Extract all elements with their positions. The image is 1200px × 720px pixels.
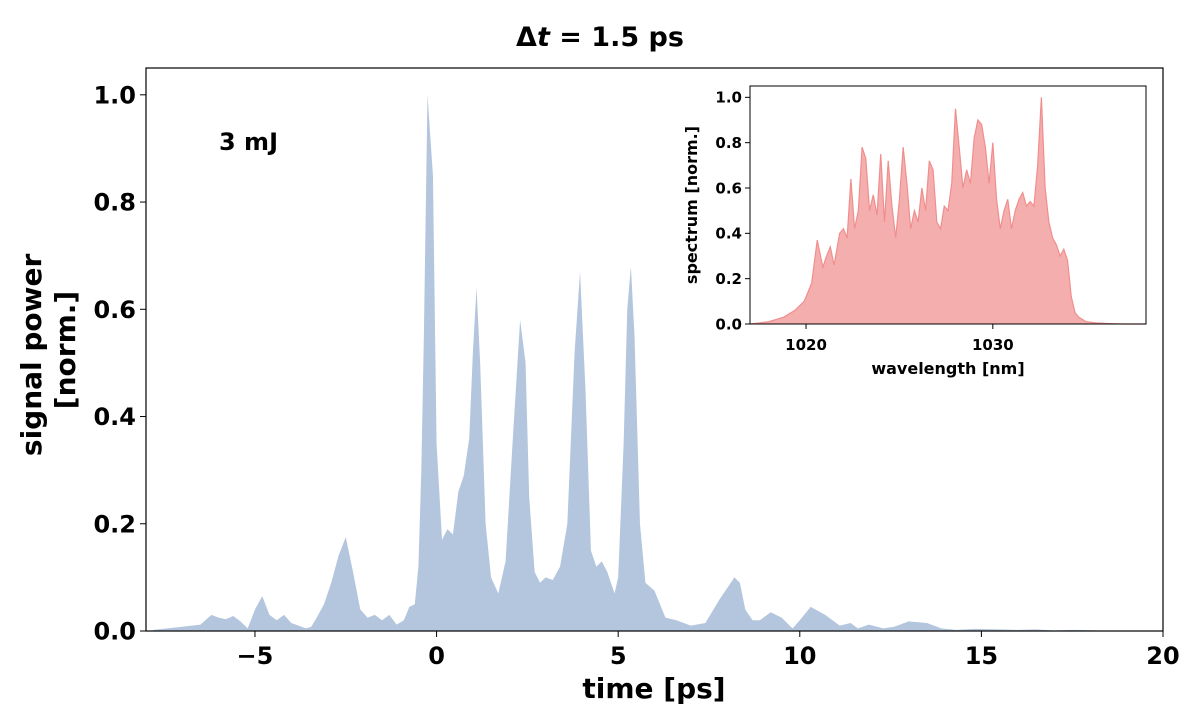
inset-line xyxy=(749,97,1146,325)
main-area xyxy=(153,94,1102,631)
main-xtick-label: 20 xyxy=(1146,642,1179,670)
main-xtick-label: 5 xyxy=(610,642,627,670)
main-xtick-label: 15 xyxy=(965,642,998,670)
inset-x-axis-label: wavelength [nm] xyxy=(871,359,1024,378)
main-xtick-label: 10 xyxy=(783,642,816,670)
main-plot-frame xyxy=(145,67,1164,632)
chart-title-prefix: Δ xyxy=(516,22,537,53)
main-xtick-label: 0 xyxy=(428,642,445,670)
main-ytick-label: 0.4 xyxy=(93,403,136,431)
inset-ytick-label: 0.0 xyxy=(715,315,742,333)
inset-ytick-label: 0.2 xyxy=(715,270,742,288)
inset-xtick-label: 1020 xyxy=(785,336,827,354)
inset-xtick-label: 1030 xyxy=(972,336,1014,354)
inset-plot-frame xyxy=(749,85,1147,325)
inset-ytick-label: 1.0 xyxy=(715,89,742,107)
main-plot: −5 0 5 10 15 20 0.0 0.2 0.4 0.6 0.8 1.0 3 mJ time … xyxy=(15,67,1180,705)
main-ytick-label: 1.0 xyxy=(93,81,136,109)
main-ytick-label: 0.8 xyxy=(93,189,136,217)
inset-plot: 1020 1030 0.0 0.2 0.4 0.6 0.8 1.0 wavelength [… xyxy=(682,85,1147,378)
main-y-axis-label: signal power [norm.] xyxy=(15,244,82,456)
chart-title-suffix: = 1.5 ps xyxy=(550,22,684,53)
chart-title: Δt = 1.5 ps xyxy=(516,22,684,53)
main-ytick-label: 0.6 xyxy=(93,296,136,324)
main-x-axis-label: time [ps] xyxy=(582,672,725,705)
main-xtick-label: −5 xyxy=(237,642,274,670)
inset-ytick-label: 0.6 xyxy=(715,179,742,197)
inset-ytick-label: 0.4 xyxy=(715,225,742,243)
main-y-axis-label-line2: [norm.] xyxy=(49,291,82,409)
inset-ytick-label: 0.8 xyxy=(715,134,742,152)
main-ytick-label: 0.2 xyxy=(93,510,136,538)
main-ytick-label: 0.0 xyxy=(93,618,136,646)
chart-title-variable: t xyxy=(537,22,551,53)
inset-area xyxy=(750,97,1146,324)
main-annotation: 3 mJ xyxy=(219,128,278,156)
main-y-axis-label-line1: signal power xyxy=(15,253,48,456)
inset-y-axis-label: spectrum [norm.] xyxy=(682,126,701,284)
